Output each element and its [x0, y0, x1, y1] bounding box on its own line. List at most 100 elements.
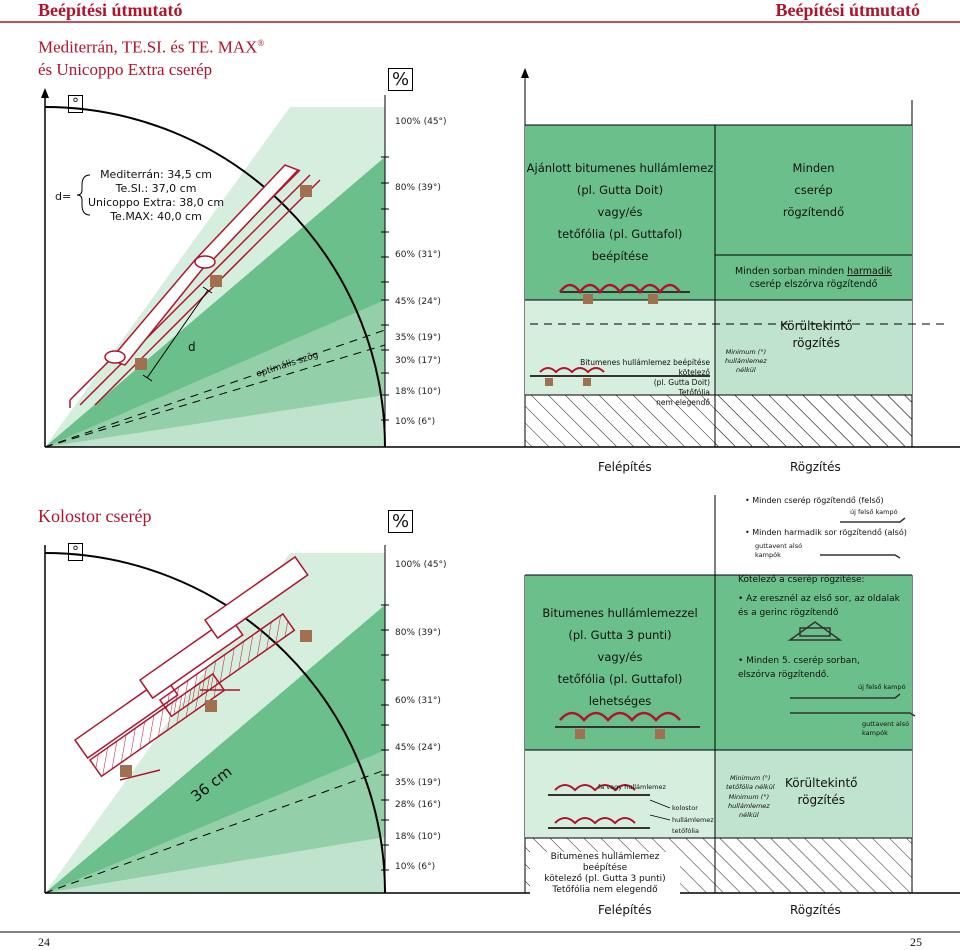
fix-third-underlined: harmadik	[847, 266, 892, 277]
bottom-wave-illustration	[548, 711, 700, 829]
bottom-pct-label: 28% (16°)	[395, 800, 441, 810]
tetofolia-label: tetőfólia	[672, 827, 699, 835]
bottom-pct-label: 80% (39°)	[395, 628, 441, 638]
min-wave-text: Minimum (°) hullámlemez nélkül	[728, 793, 770, 820]
fix-third-pre: Minden sorban minden	[735, 266, 848, 277]
note-all-fixed: • Minden cserép rögzítendő (felső)	[745, 496, 884, 505]
top-percent-label: %	[388, 68, 414, 91]
d-value: Te.MAX: 40,0 cm	[110, 210, 202, 223]
fix-all-line: cserép	[794, 183, 833, 197]
subtitle: Mediterrán, TE.SI. és TE. MAX® és Unicop…	[38, 32, 264, 81]
zone1b-line: Bitumenes hullámlemez beépítése kötelező	[580, 358, 710, 377]
note-third-row: • Minden harmadik sor rögzítendő (alsó)	[745, 528, 907, 537]
top-zone1b-text: Bitumenes hullámlemez beépítése kötelező…	[560, 358, 710, 408]
fix-all-line: Minden	[792, 161, 835, 175]
bottom-pct-label: 45% (24°)	[395, 743, 441, 753]
bottom-pct-label: 10% (6°)	[395, 862, 436, 872]
bottom-angle-fan	[45, 553, 385, 893]
fifth-line: Minden 5. cserép sorban,	[746, 656, 860, 666]
bottom-careful-text: Körültekintő rögzítés	[785, 775, 858, 809]
bottom-arc	[44, 552, 386, 894]
kolostor-title: Kolostor cserép	[38, 506, 152, 526]
bottom-percent-label: %	[388, 510, 414, 533]
min-foil-line: tetőfólia nélkül	[726, 783, 775, 791]
zone1b-line: nem elegendő	[656, 398, 710, 407]
careful-line: rögzítés	[792, 336, 841, 350]
note-gutta-line: kampók	[755, 551, 781, 559]
top-rogzites: Rögzítés	[790, 460, 841, 474]
bottom-pct-label: 35% (19°)	[395, 778, 441, 788]
bottom-rogzites: Rögzítés	[790, 903, 841, 917]
min-wave-line: nélkül	[739, 811, 759, 819]
zone1-line: (pl. Gutta Doit)	[576, 183, 664, 197]
top-min-text: Minimum (°) hullámlemez nélkül	[725, 348, 767, 375]
hook-icons	[787, 517, 916, 717]
min-wave-line: hullámlemez	[728, 802, 770, 810]
registered-mark: ®	[257, 38, 265, 48]
zone1-line: vagy/és	[597, 205, 643, 219]
zone1-line: vagy/és	[597, 650, 643, 664]
top-fix-third: Minden sorban minden harmadik cserép els…	[715, 265, 912, 291]
min-line: Minimum (°)	[725, 348, 767, 356]
careful-line: rögzítés	[797, 793, 846, 807]
mandatory-line: Bitumenes hullámlemez beépítése	[550, 852, 660, 873]
note-new-hook: új felső kampó	[850, 508, 898, 516]
top-d-mark: d	[188, 340, 196, 354]
min-foil-text: Minimum (°) tetőfólia nélkül	[726, 774, 775, 792]
top-d-values: Mediterrán: 34,5 cm Te.SI.: 37,0 cm Unic…	[88, 168, 224, 224]
top-pct-label: 18% (10°)	[395, 387, 441, 397]
top-degree-label: °	[68, 95, 83, 113]
zone1-line: tetőfólia (pl. Guttafol) lehetséges	[557, 672, 683, 708]
fix-all-line: rögzítendő	[782, 205, 845, 219]
mandatory-line: kötelező (pl. Gutta 3 punti)	[544, 874, 666, 884]
bottom-mandatory-text: Bitumenes hullámlemez beépítése kötelező…	[530, 852, 680, 896]
eaves-line: Az eresznél az első sor, az oldalak	[746, 594, 900, 604]
gutta-hook-line: kampók	[862, 729, 888, 737]
zone1-line: tetőfólia (pl. Guttafol)	[557, 227, 683, 241]
gutta-hook-label: guttavent alsó kampók	[862, 720, 909, 738]
bottom-zone-backgrounds	[44, 495, 912, 894]
fifth-note: • Minden 5. cserép sorban, elszórva rögz…	[738, 656, 860, 680]
d-value: Te.SI.: 37,0 cm	[115, 182, 197, 195]
zone1-build: beépítése	[591, 249, 649, 263]
bottom-pct-label: 100% (45°)	[395, 560, 447, 570]
fa-vagy-label: fa vagy hullámlemez	[598, 783, 666, 791]
eaves-line: és a gerinc rögzítendő	[738, 608, 839, 618]
d-value: Unicoppo Extra: 38,0 cm	[88, 196, 225, 209]
top-wave-illustration	[530, 283, 710, 386]
d-value: Mediterrán: 34,5 cm	[100, 168, 212, 181]
zone1-line: Ajánlott bitumenes hullámlemez	[526, 161, 714, 175]
min-line: nélkül	[736, 366, 756, 374]
eaves-note: • Az eresznél az első sor, az oldalak és…	[738, 594, 900, 618]
header-left-title: Beépítési útmutató	[38, 0, 183, 20]
subtitle-line1: Mediterrán, TE.SI. és TE. MAX	[38, 37, 258, 57]
bottom-felepites: Felépítés	[598, 903, 652, 917]
gutta-hook-line: guttavent alsó	[862, 720, 910, 728]
note-gutta: guttavent alsó kampók	[755, 542, 802, 560]
note-text: Minden cserép rögzítendő (felső)	[752, 496, 884, 505]
top-pct-label: 35% (19°)	[395, 333, 441, 343]
bottom-pct-label: 60% (31°)	[395, 696, 441, 706]
min-wave-line: Minimum (°)	[728, 793, 770, 801]
subtitle-line2: és Unicoppo Extra cserép	[38, 59, 213, 79]
top-careful-text: Körültekintő rögzítés	[780, 318, 853, 352]
top-arc	[44, 106, 386, 448]
careful-line: Körültekintő	[785, 776, 858, 790]
zone1-line: (pl. Gutta 3 punti)	[568, 628, 672, 642]
fix-third-post: cserép elszórva rögzítendő	[749, 279, 878, 290]
min-line: hullámlemez	[725, 357, 767, 365]
note-text: Minden harmadik sor rögzítendő (alsó)	[752, 528, 907, 537]
zone1b-line: Tetőfólia	[678, 388, 710, 397]
mandatory-line: Tetőfólia nem elegendő	[552, 885, 658, 895]
top-pct-label: 80% (39°)	[395, 183, 441, 193]
new-hook-label: új felső kampó	[858, 683, 906, 691]
mandatory-fix-title: Kötelező a cserép rögzítése:	[738, 575, 865, 585]
header-right-title: Beépítési útmutató	[775, 0, 920, 20]
page-number-right: 25	[910, 935, 922, 949]
top-d-label: d=	[55, 190, 72, 203]
note-gutta-line: guttavent alsó	[755, 542, 803, 550]
hullamlemez-label: hullámlemez	[672, 816, 714, 824]
top-pct-label: 30% (17°)	[395, 356, 441, 366]
top-pct-label: 45% (24°)	[395, 297, 441, 307]
